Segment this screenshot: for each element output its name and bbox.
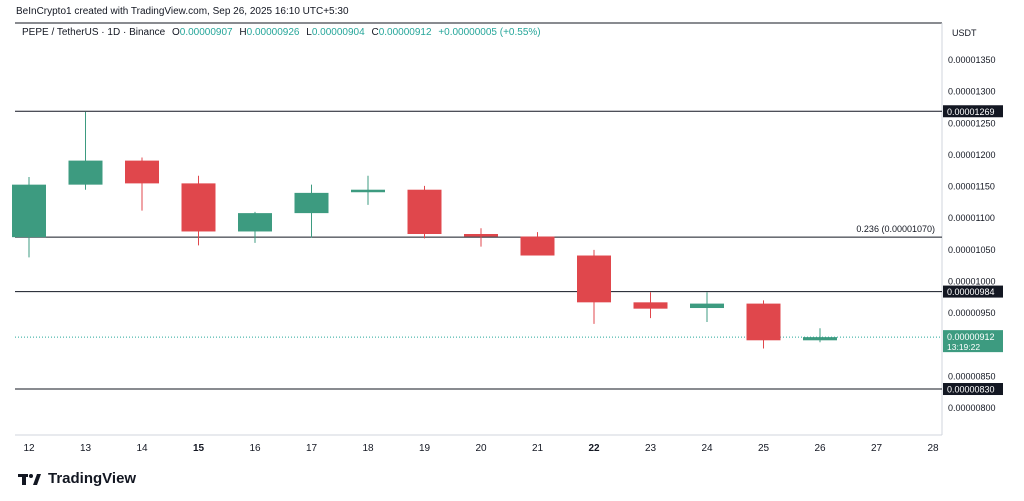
candle-body[interactable] <box>125 160 159 184</box>
y-tick-label: 0.00001000 <box>948 276 996 286</box>
y-tick-label: 0.00001200 <box>948 150 996 160</box>
fib-level-label: 0.236 (0.00001070) <box>856 224 935 234</box>
price-level-tag-text: 0.00001269 <box>947 107 995 117</box>
candle-countdown-text: 13:19:22 <box>947 342 980 352</box>
change-value: +0.00000005 (+0.55%) <box>438 27 541 38</box>
x-tick-label: 24 <box>701 443 713 454</box>
x-tick-label: 21 <box>532 443 544 454</box>
y-tick-label: 0.00000950 <box>948 308 996 318</box>
y-tick-label: 0.00001300 <box>948 87 996 97</box>
x-tick-label: 17 <box>306 443 318 454</box>
x-tick-label: 13 <box>80 443 92 454</box>
current-price-tag-text: 0.00000912 <box>947 332 995 342</box>
high-key: H <box>239 27 247 38</box>
y-tick-label: 0.00001350 <box>948 55 996 65</box>
candle-body[interactable] <box>351 189 385 193</box>
price-level-tag-text: 0.00000830 <box>947 385 995 395</box>
high-value: 0.00000926 <box>246 27 300 38</box>
y-tick-label: 0.00001050 <box>948 245 996 255</box>
x-tick-label: 19 <box>419 443 431 454</box>
candle-body[interactable] <box>577 255 611 303</box>
close-key: C <box>371 27 379 38</box>
x-tick-label: 14 <box>136 443 148 454</box>
chart-attribution: BeInCrypto1 created with TradingView.com… <box>16 6 349 17</box>
x-tick-label: 23 <box>645 443 657 454</box>
low-value: 0.00000904 <box>311 27 365 38</box>
x-tick-label: 12 <box>23 443 35 454</box>
y-tick-label: 0.00001100 <box>948 213 995 223</box>
symbol-name[interactable]: PEPE / TetherUS · 1D · Binance <box>22 27 166 38</box>
x-tick-label: 15 <box>193 443 205 454</box>
y-tick-label: 0.00000800 <box>948 403 996 413</box>
axis-currency-label: USDT <box>952 28 977 38</box>
close-value: 0.00000912 <box>378 27 432 38</box>
candle-body[interactable] <box>520 236 555 256</box>
x-tick-label: 18 <box>362 443 374 454</box>
candle-body[interactable] <box>294 192 329 214</box>
candle-body[interactable] <box>633 302 668 309</box>
open-key: O <box>172 27 180 38</box>
x-tick-label: 25 <box>758 443 770 454</box>
open-value: 0.00000907 <box>179 27 233 38</box>
x-tick-label: 16 <box>249 443 261 454</box>
candle-body[interactable] <box>12 184 46 238</box>
price-level-tag <box>943 105 1003 118</box>
candle-body[interactable] <box>68 160 103 185</box>
y-tick-label: 0.00001150 <box>948 182 995 192</box>
candle-body[interactable] <box>746 303 781 341</box>
y-tick-label: 0.00001250 <box>948 118 996 128</box>
symbol-legend: PEPE / TetherUS · 1D · Binance O0.000009… <box>22 27 541 38</box>
candle-body[interactable] <box>238 213 272 232</box>
candle-body[interactable] <box>407 189 442 234</box>
candle-body[interactable] <box>181 183 216 232</box>
candle-body[interactable] <box>690 303 724 309</box>
low-key: L <box>306 27 312 38</box>
x-tick-label: 27 <box>871 443 883 454</box>
tradingview-logo-icon <box>18 473 41 485</box>
current-price-tag <box>943 330 1003 353</box>
price-level-tag <box>943 285 1003 298</box>
y-tick-label: 0.00000850 <box>948 371 996 381</box>
tradingview-logo-text: TradingView <box>48 470 137 487</box>
x-tick-label: 22 <box>588 443 600 454</box>
price-level-tag-text: 0.00000984 <box>947 287 995 297</box>
price-level-tag <box>943 383 1003 396</box>
candle-body[interactable] <box>464 234 498 237</box>
tradingview-logo[interactable]: TradingView <box>18 470 136 487</box>
candle-body[interactable] <box>803 337 837 341</box>
x-tick-label: 28 <box>927 443 939 454</box>
x-tick-label: 26 <box>814 443 826 454</box>
x-tick-label: 20 <box>475 443 487 454</box>
